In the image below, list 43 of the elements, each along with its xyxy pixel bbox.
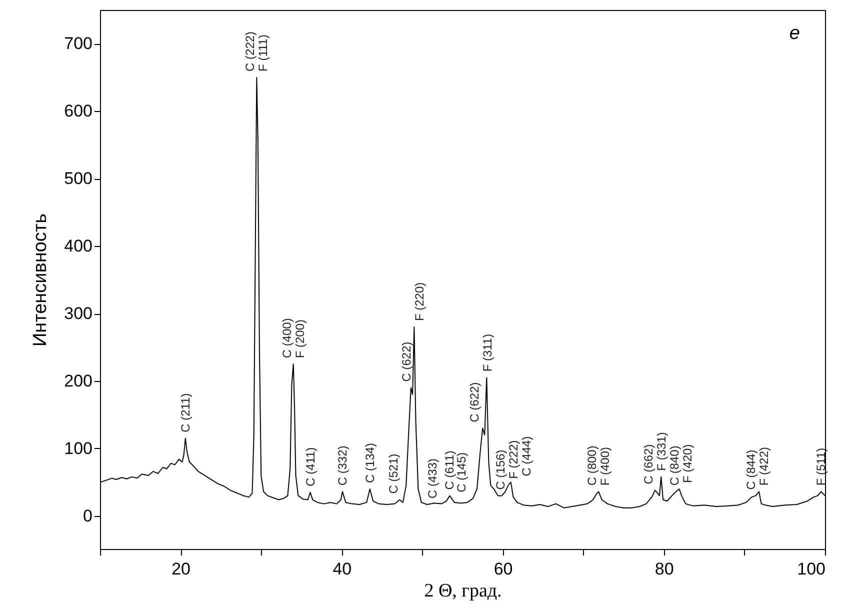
x-axis-title: 2 Θ, град. xyxy=(424,580,502,602)
annotation: F (200) xyxy=(292,319,307,358)
annotation: C (332) xyxy=(335,446,350,486)
annotation: F (400) xyxy=(598,446,612,486)
annotation: C (134) xyxy=(362,442,377,483)
x-tick-label: 20 xyxy=(172,560,191,578)
y-tick-label: 0 xyxy=(83,506,92,526)
annotation: F (111) xyxy=(256,34,270,72)
y-tick-label: 500 xyxy=(64,169,92,188)
y-tick-label: 600 xyxy=(64,102,92,121)
annotation: C (800) xyxy=(585,446,600,486)
y-tick-label: 400 xyxy=(64,236,92,256)
annotation: C (622) xyxy=(399,342,414,382)
y-tick-label: 300 xyxy=(64,304,92,324)
annotation: C (521) xyxy=(386,454,400,494)
annotation: F (422) xyxy=(756,446,771,486)
annotation: C (433) xyxy=(425,458,440,498)
annotation: C (662) xyxy=(641,444,656,484)
y-tick-label: 200 xyxy=(64,372,92,391)
annotation: e xyxy=(789,23,800,44)
annotation: C (844) xyxy=(744,450,758,490)
annotation: F (220) xyxy=(412,282,426,322)
annotation: C (400) xyxy=(280,318,294,358)
annotation: C (222) xyxy=(243,31,258,72)
annotation: C (444) xyxy=(519,436,534,476)
annotation: F (311) xyxy=(480,334,494,372)
x-tick-label: 100 xyxy=(797,560,826,578)
annotation: F (222) xyxy=(506,440,520,479)
annotation: F (511) xyxy=(814,448,828,486)
annotation: C (211) xyxy=(178,393,192,432)
annotation: F (331) xyxy=(654,432,668,471)
y-tick-label: 700 xyxy=(64,34,92,54)
annotation: C (840) xyxy=(667,446,682,486)
annotation: C (411) xyxy=(303,447,318,486)
annotation: C (156) xyxy=(493,450,508,490)
y-axis-title: Интенсивность xyxy=(30,213,52,347)
x-tick-label: 60 xyxy=(494,560,513,578)
annotation: F (420) xyxy=(680,444,694,483)
annotation: C (622) xyxy=(467,382,482,422)
x-tick-label: 40 xyxy=(332,560,352,578)
y-tick-label: 100 xyxy=(64,438,92,458)
x-tick-label: 80 xyxy=(654,560,674,578)
annotation: C (611) xyxy=(442,450,457,490)
